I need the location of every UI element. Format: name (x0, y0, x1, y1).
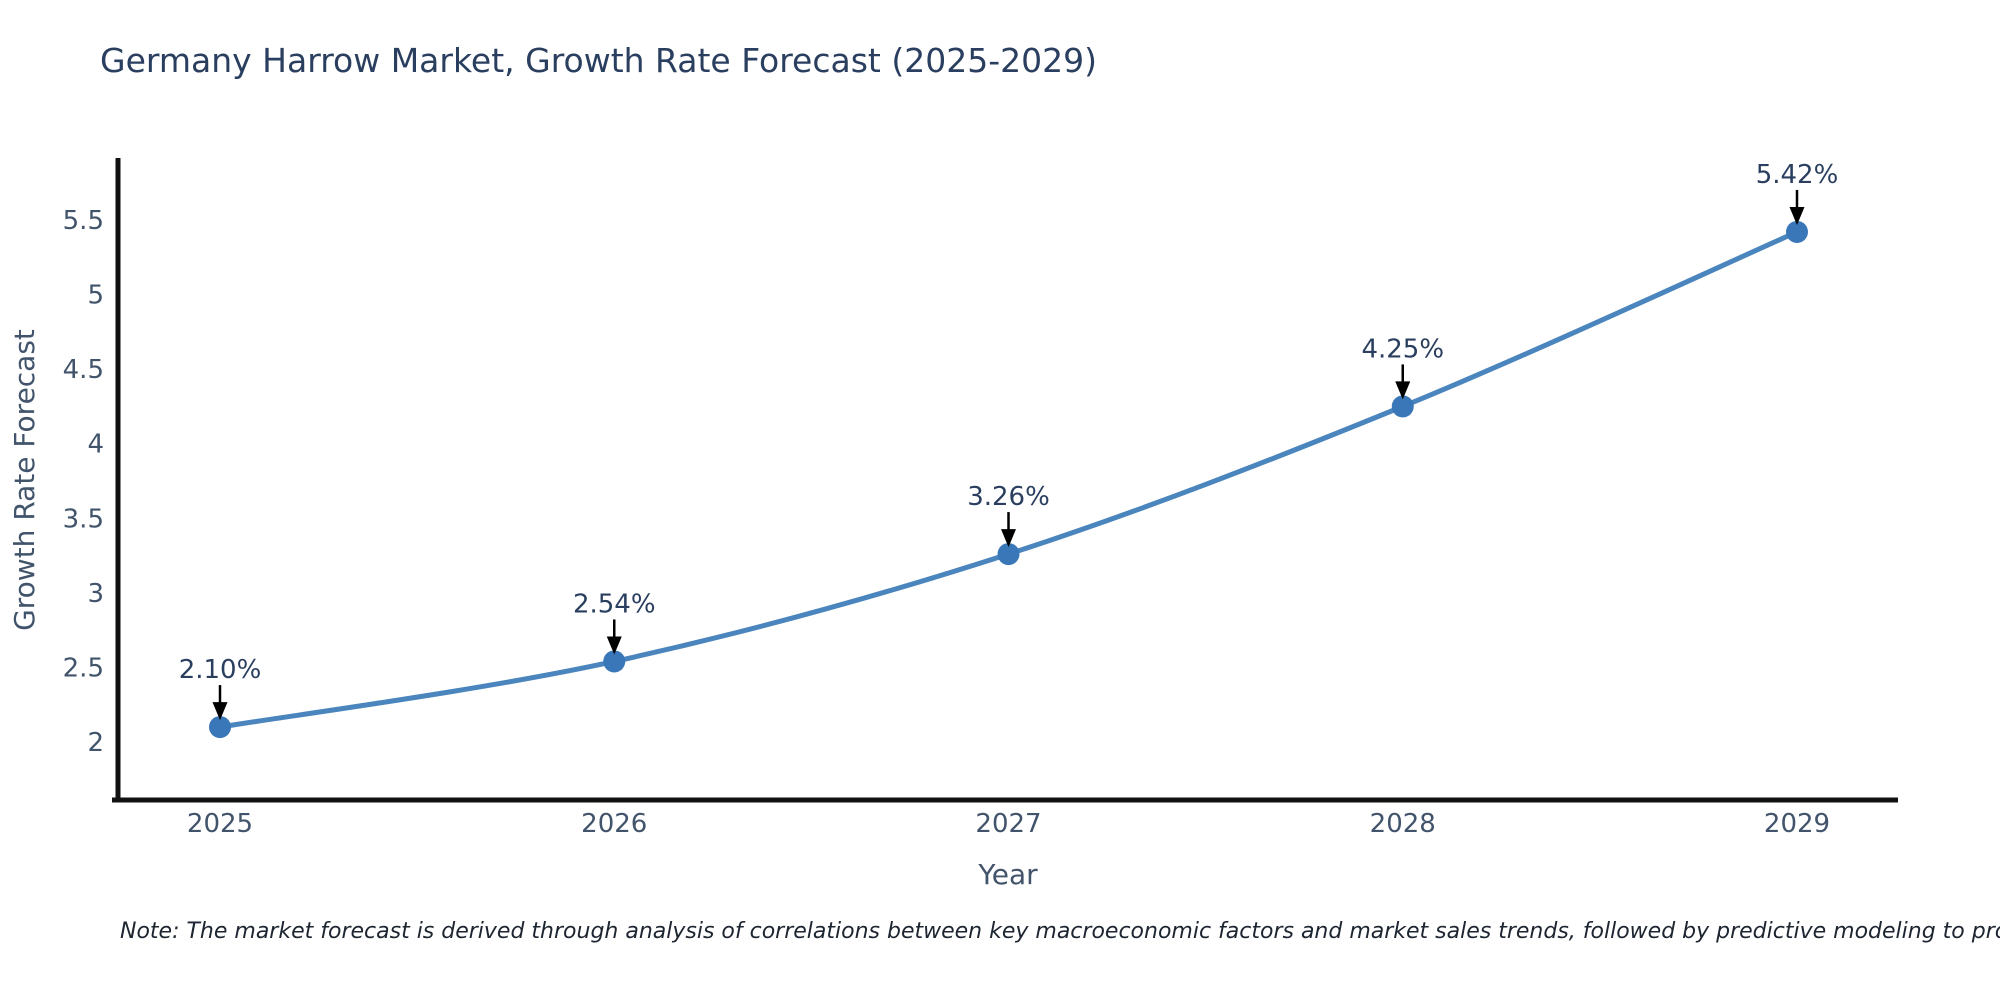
point-annotations: 2.10% 2.54% 3.26% 4.25% 5.42% (179, 160, 1839, 721)
y-tick-label: 2.5 (63, 653, 104, 683)
point-value-label: 2.10% (179, 655, 262, 685)
x-tick-label: 2026 (581, 809, 647, 839)
data-point-2025[interactable] (209, 716, 231, 739)
axes (112, 158, 1898, 803)
x-tick-label: 2025 (187, 809, 253, 839)
point-value-label: 5.42% (1756, 160, 1839, 190)
point-value-label: 2.54% (573, 589, 656, 619)
forecast-line (217, 229, 1800, 730)
data-point-2027[interactable] (997, 543, 1020, 566)
y-tick-label: 4.5 (63, 355, 104, 385)
x-axis-title: Year (977, 858, 1038, 891)
y-axis-title: Growth Rate Forecast (8, 329, 41, 631)
footnote: Note: The market forecast is derived thr… (120, 919, 2000, 944)
x-tick-label: 2029 (1764, 809, 1830, 839)
point-value-label: 3.26% (967, 482, 1050, 512)
y-tick-label: 3 (87, 579, 104, 609)
annotation-arrow-head (1789, 206, 1805, 225)
x-tick-label: 2027 (975, 809, 1041, 839)
data-point-2028[interactable] (1391, 395, 1414, 418)
x-tick-label: 2028 (1370, 809, 1436, 839)
annotation-arrow-head (1395, 381, 1411, 400)
axis-ticks: 2 2.5 3 3.5 4 4.5 5 5.5 2025 2026 2027 2028 2029 (63, 206, 1830, 839)
forecast-series (209, 220, 1808, 739)
y-tick-label: 5 (87, 281, 104, 311)
annotation-arrow-head (212, 702, 228, 721)
y-tick-label: 3.5 (63, 504, 104, 534)
point-value-label: 4.25% (1361, 334, 1444, 364)
y-tick-label: 2 (87, 728, 104, 758)
y-tick-label: 4 (87, 430, 104, 460)
chart-title: Germany Harrow Market, Growth Rate Forec… (100, 41, 1097, 80)
y-tick-label: 5.5 (63, 206, 104, 236)
data-point-2029[interactable] (1786, 220, 1808, 243)
annotation-arrow-head (606, 636, 622, 655)
data-point-2026[interactable] (603, 650, 626, 673)
annotation-arrow-head (1001, 529, 1016, 548)
